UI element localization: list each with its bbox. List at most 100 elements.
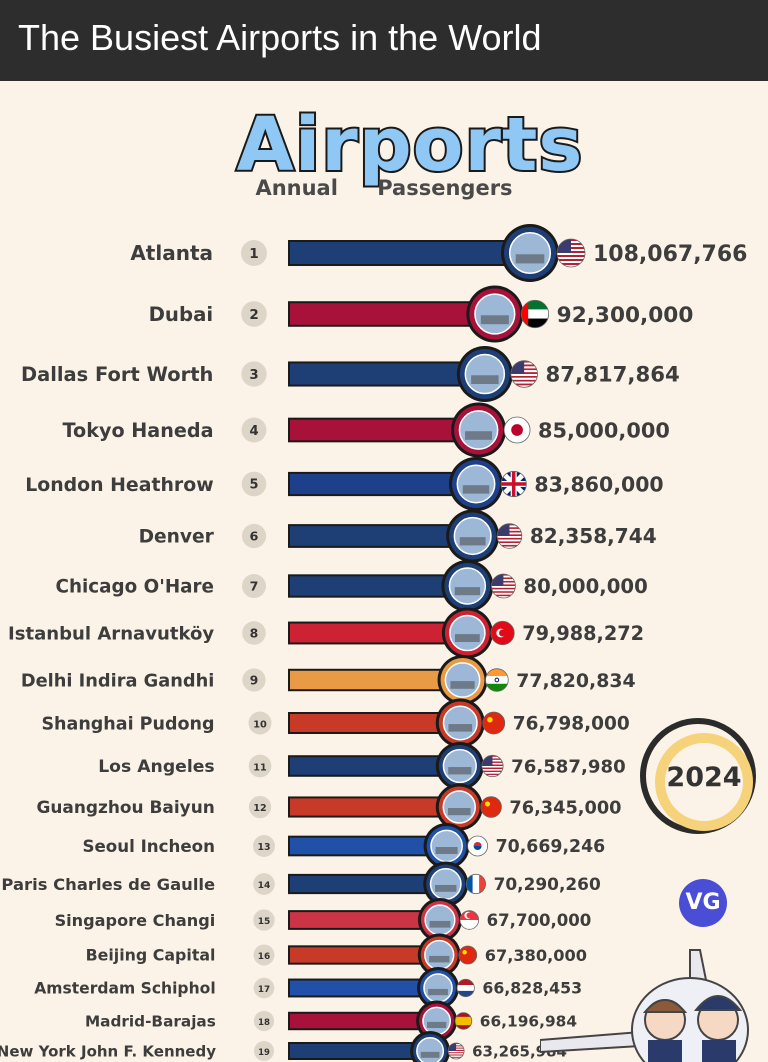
pilot-mascot-illustration	[540, 949, 749, 1062]
bar	[288, 978, 440, 998]
bar	[288, 301, 496, 327]
rank-number: 13	[257, 842, 270, 853]
value-label: 66,828,453	[482, 979, 582, 998]
airport-label: Beijing Capital	[86, 946, 216, 965]
airport-photo	[423, 973, 453, 1003]
airport-terminal-shape	[435, 884, 457, 892]
bar-row: Amsterdam Schiphol 17 66,828,453	[34, 967, 582, 1009]
year-badge: 2024	[640, 718, 768, 846]
bar	[288, 1011, 438, 1031]
flag-es-icon	[454, 1012, 473, 1030]
top-bar: The Busiest Airports in the World	[0, 0, 768, 81]
rank-number: 9	[250, 673, 259, 687]
value-label: 79,988,272	[522, 622, 644, 645]
logo-word: Airports	[235, 100, 585, 190]
airport-label: Amsterdam Schiphol	[34, 980, 215, 998]
airport-label: Dallas Fort Worth	[21, 363, 213, 386]
airport-photo	[429, 868, 462, 900]
airport-photo	[442, 790, 476, 824]
rank-number: 8	[250, 625, 259, 640]
bar-row: Dubai 2 92,300,000	[149, 285, 693, 343]
airport-photo	[424, 904, 456, 936]
rank-badge	[253, 835, 275, 857]
bar	[288, 240, 531, 266]
rank-badge	[241, 471, 267, 497]
rank-number: 18	[258, 1018, 270, 1028]
year-badge-text: 2024	[666, 762, 742, 793]
airport-label: Istanbul Arnavutköy	[8, 624, 214, 645]
flag-sg-icon	[459, 910, 480, 930]
airport-terminal-shape	[428, 988, 448, 996]
flag-nl-icon	[456, 978, 475, 998]
airport-terminal-shape	[448, 767, 472, 775]
value-label: 66,196,984	[480, 1013, 577, 1031]
airport-photo	[453, 516, 492, 556]
airport-terminal-shape	[471, 375, 499, 384]
rank-badge	[241, 523, 267, 549]
bar	[288, 873, 447, 895]
airport-terminal-shape	[462, 485, 490, 494]
rank-badge	[253, 977, 275, 999]
bar-row: Los Angeles 11 76,587,980	[98, 742, 626, 790]
airport-label: Tokyo Haneda	[63, 419, 214, 442]
rank-number: 5	[249, 478, 258, 493]
rank-badge	[241, 240, 267, 266]
airport-label: Denver	[139, 527, 215, 548]
airport-terminal-shape	[455, 634, 480, 642]
flag-jp-icon	[503, 416, 531, 444]
airport-photo	[444, 662, 481, 698]
rank-badge	[253, 944, 275, 966]
airport-label: London Heathrow	[25, 474, 213, 496]
airport-terminal-shape	[447, 808, 471, 816]
airport-terminal-shape	[429, 955, 450, 963]
bar	[288, 910, 441, 930]
flag-in-icon	[485, 668, 509, 692]
airport-photo	[449, 614, 486, 652]
airport-label: Los Angeles	[98, 757, 214, 777]
rank-number: 3	[249, 368, 258, 383]
airport-terminal-shape	[420, 1051, 440, 1058]
airport-label: Delhi Indira Gandhi	[21, 671, 214, 691]
rank-badge	[253, 1010, 275, 1032]
rank-badge	[248, 795, 272, 819]
bar	[288, 835, 448, 857]
bar-row: Singapore Changi 15 67,700,000	[55, 898, 591, 942]
airport-label: Seoul Incheon	[83, 837, 216, 856]
airport-terminal-shape	[435, 847, 458, 854]
value-label: 87,817,864	[546, 363, 680, 388]
rank-number: 12	[253, 803, 266, 814]
bar-row: Atlanta 1 108,067,766	[130, 224, 747, 282]
rank-number: 4	[249, 424, 258, 439]
rank-badge	[248, 754, 272, 778]
value-label: 108,067,766	[593, 242, 747, 267]
airport-terminal-shape	[515, 254, 545, 264]
flag-us-icon	[481, 754, 504, 778]
value-label: 76,798,000	[513, 714, 630, 735]
rank-number: 19	[258, 1048, 270, 1058]
rank-badge	[241, 301, 267, 327]
airport-photo	[456, 464, 496, 504]
flag-gb-icon	[500, 470, 527, 498]
page-title: The Busiest Airports in the World	[18, 17, 542, 58]
airport-photo	[448, 567, 487, 605]
rank-badge	[253, 909, 275, 931]
value-label: 83,860,000	[534, 472, 663, 496]
flag-us-icon	[496, 523, 523, 549]
rank-badge	[241, 361, 267, 387]
rank-number: 10	[253, 719, 267, 730]
bar	[288, 796, 461, 818]
flag-cn-icon	[482, 711, 506, 735]
rank-badge	[242, 668, 266, 692]
bar-row: Denver 6 82,358,744	[139, 509, 657, 563]
airport-photo	[464, 353, 506, 395]
airport-label: Paris Charles de Gaulle	[1, 875, 215, 894]
flag-us-icon	[491, 573, 516, 599]
vg-watermark: VG	[679, 879, 727, 927]
bar-row: Madrid-Barajas 18 66,196,984	[85, 1000, 577, 1042]
airport-label: Dubai	[149, 303, 214, 326]
bar-row: Paris Charles de Gaulle 14 70,290,260	[1, 861, 601, 907]
rank-badge	[241, 417, 267, 443]
rank-number: 7	[250, 579, 259, 594]
airport-photo	[430, 829, 463, 863]
